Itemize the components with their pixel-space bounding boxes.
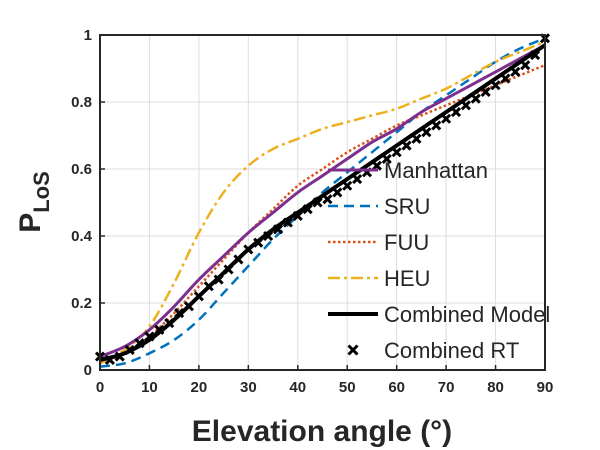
- x-tick-label: 70: [438, 379, 455, 396]
- legend-label-fuu: FUU: [384, 230, 429, 255]
- series-layer: [94, 33, 551, 368]
- x-tick-label: 30: [240, 379, 257, 396]
- svg-text:PLoS: PLoS: [14, 171, 54, 233]
- combined-rt-marker: [450, 106, 462, 118]
- combined-rt-marker: [104, 354, 115, 366]
- combined-rt-marker: [272, 224, 284, 235]
- x-tick-label: 60: [388, 379, 405, 396]
- combined-rt-marker: [292, 210, 303, 221]
- x-tick-label: 50: [339, 379, 356, 396]
- combined-rt-marker: [183, 301, 195, 312]
- y-tick-label: 0.2: [71, 295, 92, 312]
- combined-rt-marker: [391, 147, 402, 158]
- combined-rt-marker: [500, 73, 511, 84]
- combined-rt-marker: [223, 264, 234, 275]
- combined-rt-marker: [243, 244, 254, 255]
- combined-rt-marker: [124, 344, 135, 355]
- combined-rt-marker: [421, 127, 432, 138]
- combined-rt-marker: [332, 187, 343, 198]
- combined-rt-marker: [470, 93, 481, 104]
- x-tick-label: 20: [191, 379, 208, 396]
- legend-swatch-combined-rt: [347, 344, 359, 356]
- x-tick-label: 40: [289, 379, 306, 396]
- combined-rt-marker: [411, 133, 422, 144]
- combined-rt-marker: [312, 197, 323, 208]
- combined-rt-marker: [352, 173, 363, 185]
- combined-rt-marker: [510, 66, 521, 77]
- plot-frame: [99, 34, 546, 371]
- series-manhattan: [99, 43, 546, 358]
- combined-rt-marker: [174, 307, 185, 319]
- series-heu: [99, 40, 546, 365]
- combined-rt-marker: [401, 140, 412, 151]
- combined-rt-marker: [144, 331, 155, 342]
- combined-rt-marker: [322, 194, 333, 205]
- combined-rt-marker: [480, 86, 491, 98]
- combined-rt-marker: [381, 153, 392, 165]
- y-tick-label: 0.8: [71, 94, 92, 111]
- legend-label-sru: SRU: [384, 194, 430, 219]
- combined-rt-marker: [114, 351, 125, 362]
- y-axis-title-main: P: [14, 213, 47, 233]
- combined-rt-marker: [134, 338, 145, 349]
- combined-rt-marker: [193, 291, 204, 302]
- y-tick-label: 0: [84, 362, 92, 379]
- ticks: [99, 34, 546, 371]
- combined-rt-marker: [164, 318, 175, 329]
- legend-label-heu: HEU: [384, 266, 430, 291]
- series-combined-rt: [94, 33, 551, 366]
- x-tick-label: 0: [96, 379, 104, 396]
- combined-rt-marker: [302, 204, 313, 215]
- combined-rt-marker: [490, 80, 501, 91]
- series-sru: [99, 37, 546, 368]
- x-tick-label: 90: [537, 379, 554, 396]
- combined-rt-marker: [371, 160, 382, 171]
- combined-rt-marker: [282, 217, 293, 228]
- series-combined-model: [99, 43, 547, 362]
- y-axis-title-sub: LoS: [29, 171, 54, 213]
- combined-rt-marker: [520, 60, 531, 71]
- legend-label-manhattan: Manhattan: [384, 158, 488, 183]
- y-axis-title: PLoS: [14, 171, 54, 233]
- combined-rt-marker: [233, 254, 244, 265]
- legend: Manhattan SRU FUU HEU Combined Model Combined…: [328, 158, 550, 363]
- combined-rt-marker: [154, 324, 165, 335]
- tick-labels: 0 10 20 30 40 50 60 70 80 90 0 0.2 0.4 0.6 0.8 1: [71, 27, 553, 396]
- combined-rt-marker: [431, 120, 442, 131]
- combined-rt-marker: [441, 113, 452, 124]
- combined-rt-marker: [253, 237, 264, 248]
- x-axis-title: Elevation angle (°): [192, 415, 452, 448]
- combined-rt-marker: [213, 274, 224, 285]
- y-tick-label: 0.6: [71, 161, 92, 178]
- combined-rt-marker: [203, 281, 214, 292]
- y-tick-label: 0.4: [71, 228, 93, 245]
- combined-rt-marker: [460, 100, 471, 111]
- combined-rt-marker: [530, 50, 541, 61]
- legend-label-combined-model: Combined Model: [384, 302, 550, 327]
- combined-rt-marker: [342, 180, 353, 191]
- combined-rt-marker: [263, 230, 274, 242]
- series-fuu: [99, 63, 546, 365]
- legend-label-combined-rt: Combined RT: [384, 338, 519, 363]
- x-tick-label: 10: [141, 379, 158, 396]
- x-tick-label: 80: [487, 379, 504, 396]
- y-tick-label: 1: [84, 27, 92, 44]
